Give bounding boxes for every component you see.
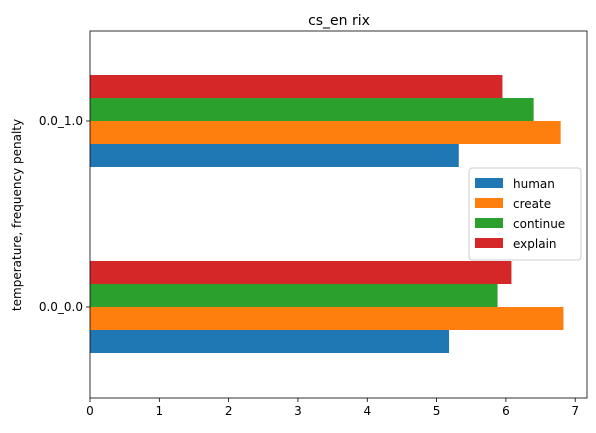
bar-create-0 <box>90 307 564 330</box>
x-tick-label: 7 <box>571 404 579 418</box>
legend-label-explain: explain <box>513 237 557 251</box>
legend: human create continue explain <box>468 167 582 261</box>
bar-create-1 <box>90 121 561 144</box>
legend-swatch-create <box>475 198 503 208</box>
legend-label-create: create <box>513 197 551 211</box>
x-tick-label: 1 <box>155 404 163 418</box>
legend-swatch-explain <box>475 238 503 248</box>
bar-explain-0 <box>90 261 512 284</box>
y-axis-label: temperature, frequency penalty <box>10 119 24 311</box>
legend-swatch-human <box>475 178 503 188</box>
x-tick-label: 5 <box>433 404 441 418</box>
plot-frame <box>89 30 588 399</box>
x-tick-label: 0 <box>86 404 94 418</box>
bar-continue-0 <box>90 284 498 307</box>
bar-continue-1 <box>90 98 534 121</box>
x-tick-label: 6 <box>502 404 510 418</box>
y-axis: 0.0_0.0 0.0_1.0 <box>39 114 90 314</box>
y-tick-label: 0.0_0.0 <box>39 300 83 314</box>
x-axis: 0 1 2 3 4 5 6 7 <box>86 398 579 418</box>
bars-group <box>90 75 564 353</box>
legend-box <box>468 167 582 261</box>
legend-label-human: human <box>513 177 555 191</box>
x-tick-label: 3 <box>294 404 302 418</box>
legend-label-continue: continue <box>513 217 565 231</box>
bar-explain-1 <box>90 75 503 98</box>
x-tick-label: 4 <box>363 404 371 418</box>
x-tick-label: 2 <box>225 404 233 418</box>
legend-swatch-continue <box>475 218 503 228</box>
bar-human-1 <box>90 144 459 167</box>
bar-human-0 <box>90 330 450 353</box>
chart-title: cs_en rix <box>308 13 370 29</box>
y-tick-label: 0.0_1.0 <box>39 114 83 128</box>
